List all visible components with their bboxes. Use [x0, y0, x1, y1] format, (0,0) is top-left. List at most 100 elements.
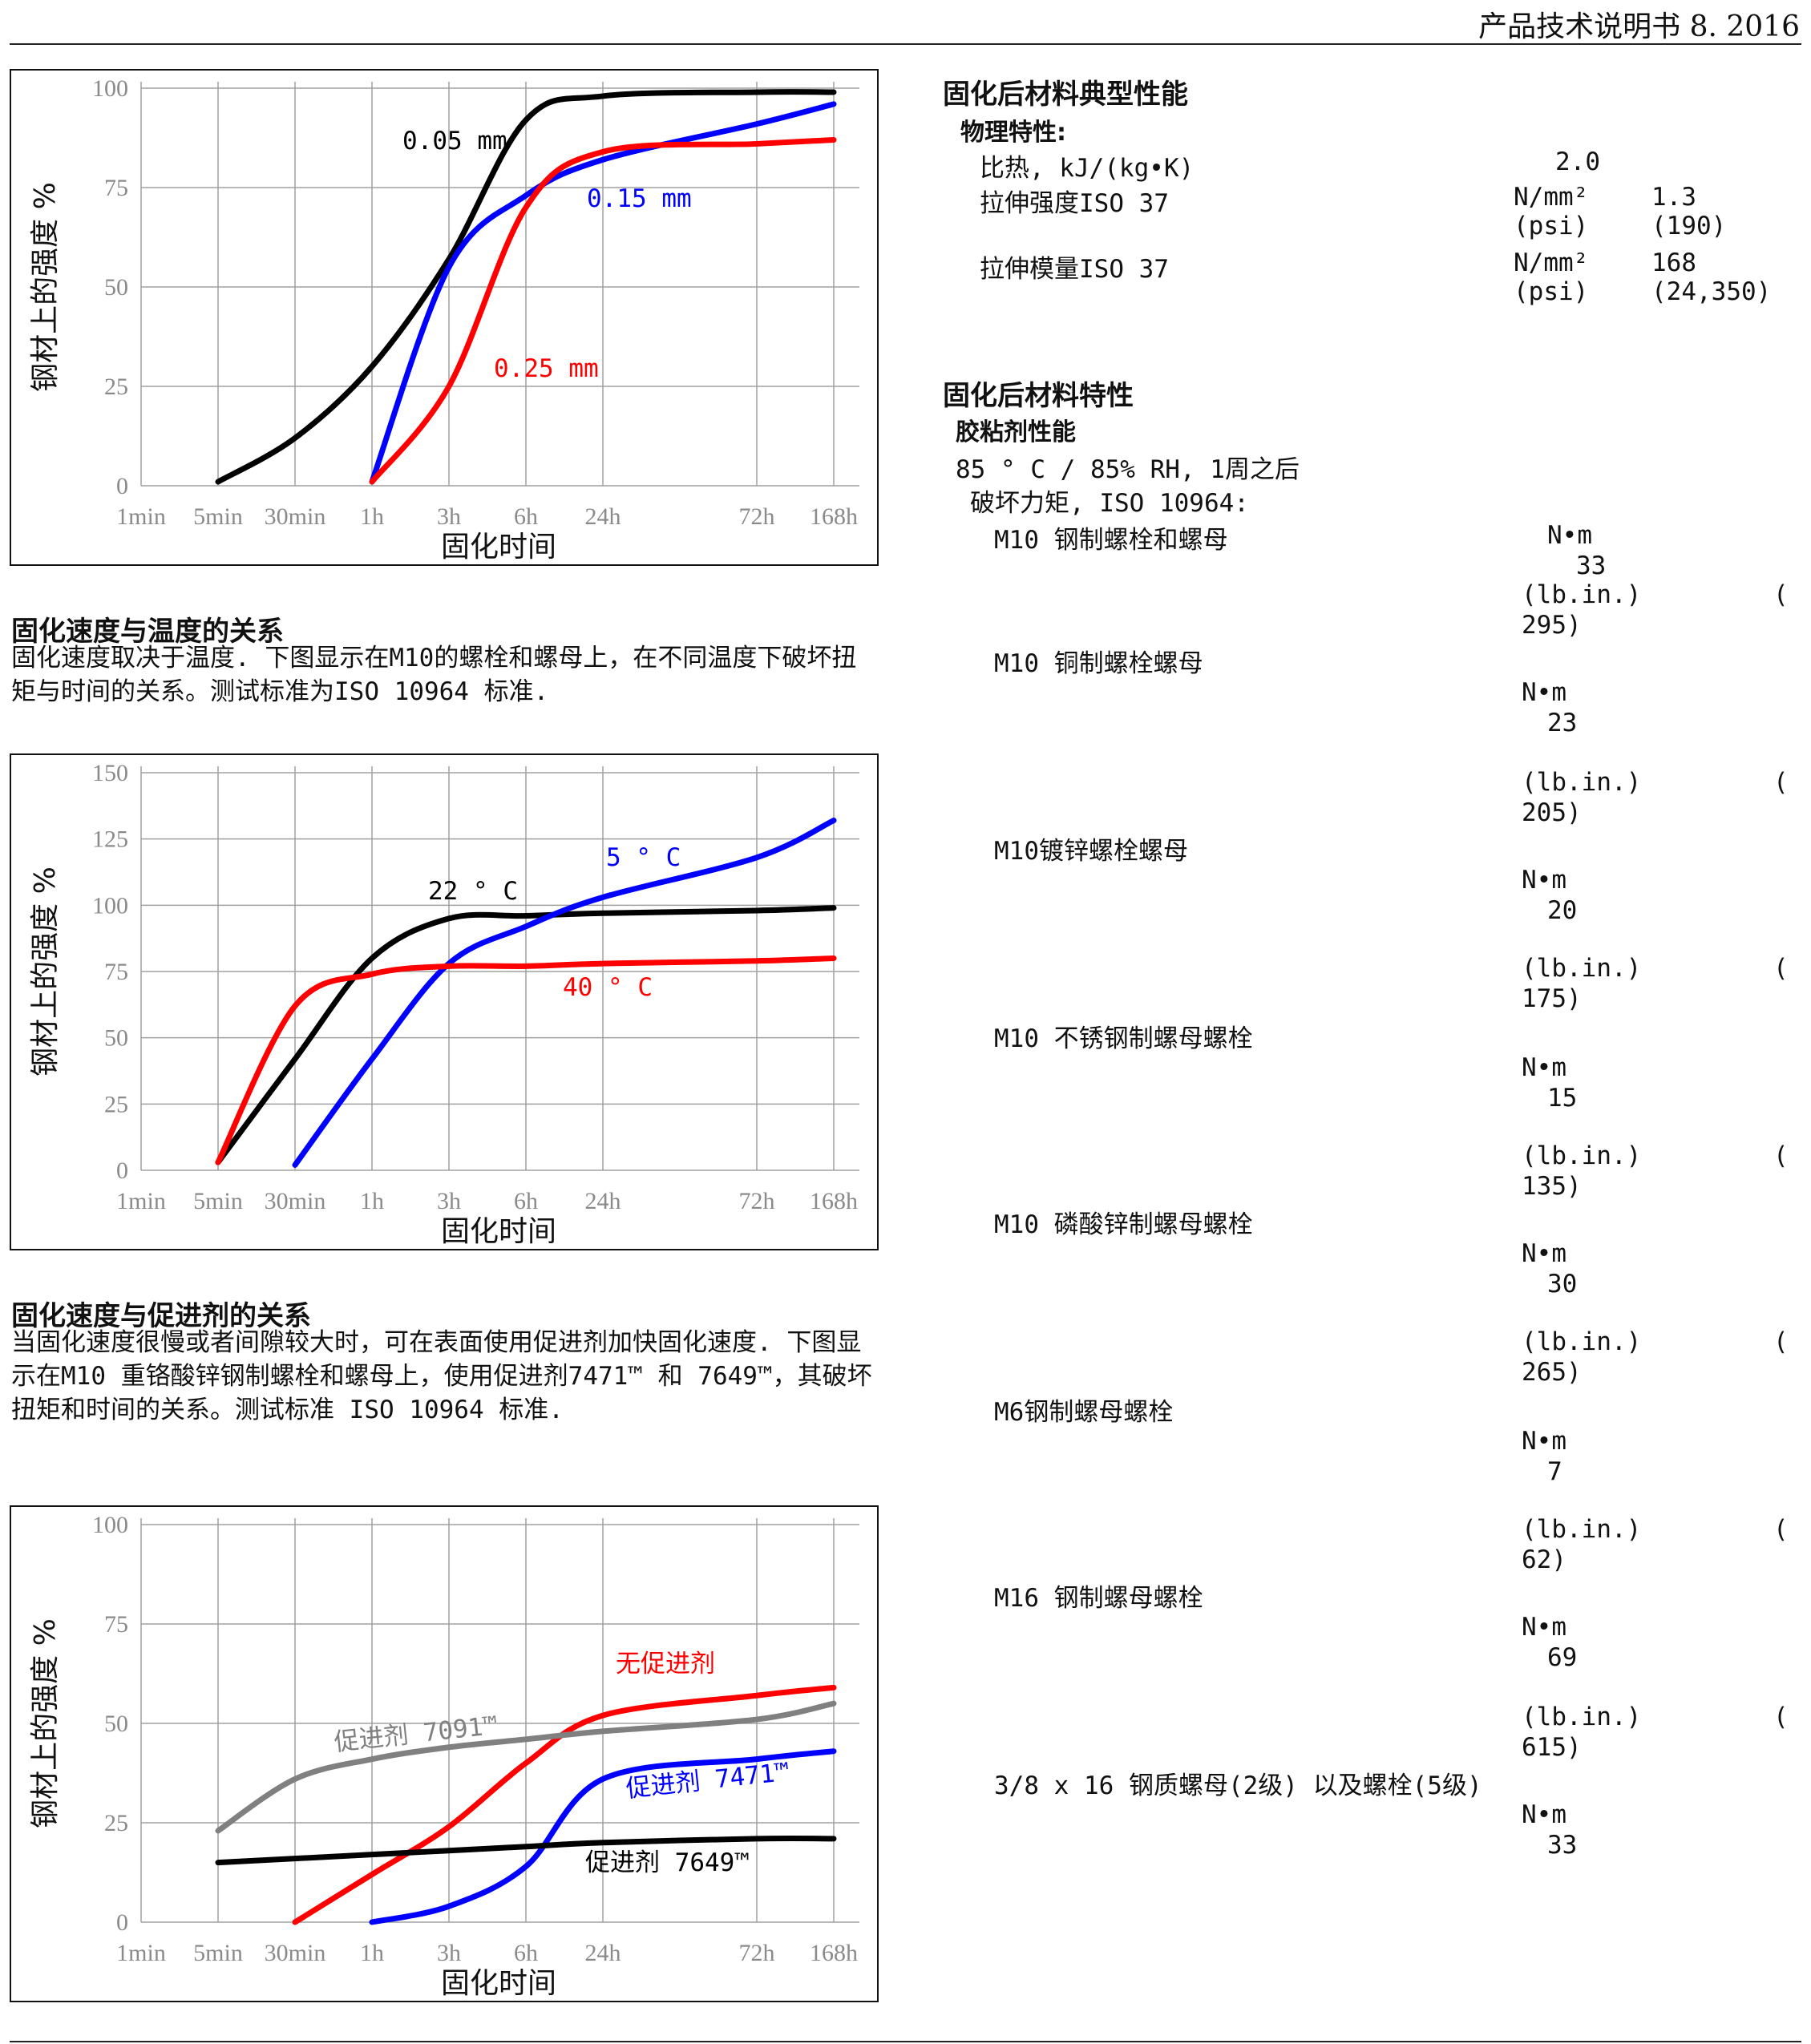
y-tick-label: 50 [104, 1711, 128, 1737]
x-tick-label: 3h [437, 1188, 461, 1214]
y-tick-label: 75 [104, 1611, 128, 1638]
series-line [292, 1684, 837, 1925]
temp-section-title: 固化速度与温度的关系 [11, 616, 284, 648]
torque-value-lbin: 135) [1522, 1172, 1582, 1201]
torque-value-lbin: 615) [1522, 1733, 1582, 1762]
y-tick-label: 25 [104, 374, 128, 400]
x-tick-label: 30min [265, 1188, 326, 1214]
y-tick-label: 75 [104, 959, 128, 985]
x-tick-label: 1h [360, 1188, 384, 1214]
torque-value-lbin: 295) [1522, 611, 1582, 640]
torque-item-label: M6钢制螺母螺栓 [994, 1398, 1174, 1427]
x-tick-label: 72h [739, 1188, 775, 1214]
series-line [369, 136, 837, 485]
torque-value-nm: 30 [1547, 1270, 1578, 1299]
torque-open-paren: ( [1773, 1141, 1789, 1170]
x-tick-label: 1h [360, 503, 384, 530]
tensile-modulus-value: 168 [1651, 248, 1696, 277]
chart-frame [10, 753, 879, 1250]
torque-item-label: 3/8 x 16 钢质螺母(2级) 以及螺栓(5级) [994, 1771, 1482, 1800]
x-tick-label: 24h [585, 503, 621, 530]
torque-item-label: M10镀锌螺栓螺母 [994, 837, 1188, 866]
chart-thickness-svg: 100 75 50 25 0 1min 5min 30min 1h 3h 6h 24h 72h 168h 固… [10, 69, 879, 566]
torque-unit-lbin: (lb.in.) [1522, 954, 1642, 983]
x-tick-label: 6h [514, 503, 538, 530]
series-line [215, 955, 837, 1165]
series-label: 0.15 mm [587, 184, 692, 213]
torque-open-paren: ( [1773, 580, 1789, 609]
x-tick-label: 3h [437, 1940, 461, 1966]
y-tick-label: 100 [92, 1512, 128, 1538]
torque-value-lbin: 265) [1522, 1358, 1582, 1387]
series-line [215, 905, 837, 1165]
chart-frame [10, 69, 879, 566]
series-label: 无促进剂 [616, 1650, 715, 1678]
torque-unit-lbin: (lb.in.) [1522, 580, 1642, 609]
torque-item-label: M10 不锈钢制螺母螺栓 [994, 1024, 1253, 1053]
torque-unit-nm: N•m [1547, 521, 1592, 550]
torque-value-nm: 69 [1547, 1643, 1578, 1672]
y-tick-label: 125 [92, 826, 128, 853]
torque-unit-nm: N•m [1522, 866, 1566, 895]
torque-open-paren: ( [1773, 954, 1789, 983]
physical-props-label: 物理特性: [960, 119, 1066, 147]
x-tick-label: 5min [193, 1188, 243, 1214]
x-tick-label: 1min [116, 1188, 166, 1214]
tensile-strength-label: 拉伸强度ISO 37 [980, 189, 1169, 218]
torque-unit-nm: N•m [1522, 1427, 1566, 1456]
torque-open-paren: ( [1773, 1703, 1789, 1731]
torque-value-nm: 33 [1547, 1831, 1578, 1860]
x-axis-label: 固化时间 [441, 1967, 556, 2000]
chart-temperature-svg: 150 125 100 75 50 25 0 1min 5min 30min 1h 3h 6h 24h 72… [10, 753, 879, 1250]
torque-value-nm: 7 [1547, 1457, 1562, 1486]
x-tick-label: 168h [810, 1940, 858, 1966]
torque-item-label: M10 磷酸锌制螺母螺栓 [994, 1210, 1253, 1239]
torque-open-paren: ( [1773, 768, 1789, 797]
torque-open-paren: ( [1773, 1515, 1789, 1544]
footer-rule [10, 2041, 1801, 2042]
torque-value-nm: 33 [1576, 551, 1607, 580]
specific-heat-label: 比热, kJ/(kg•K) [980, 154, 1195, 183]
series-label: 5 ° C [606, 843, 681, 872]
tensile-modulus-unit-psi: (psi) [1514, 277, 1589, 306]
x-tick-label: 72h [739, 1940, 775, 1966]
torque-unit-nm: N•m [1522, 1613, 1566, 1642]
adhesive-props-title: 胶粘剂性能 [956, 418, 1076, 446]
x-tick-label: 168h [810, 503, 858, 530]
x-tick-label: 30min [265, 503, 326, 530]
y-tick-label: 0 [116, 1157, 128, 1184]
torque-unit-lbin: (lb.in.) [1522, 1327, 1642, 1356]
x-tick-label: 1min [116, 503, 166, 530]
accel-section-title: 固化速度与促进剂的关系 [11, 1300, 311, 1332]
x-tick-label: 30min [265, 1940, 326, 1966]
y-tick-label: 0 [116, 473, 128, 499]
torque-unit-nm: N•m [1522, 1800, 1566, 1829]
y-tick-label: 100 [92, 75, 128, 102]
torque-unit-lbin: (lb.in.) [1522, 1703, 1642, 1731]
y-tick-label: 50 [104, 1025, 128, 1052]
torque-unit-nm: N•m [1522, 1239, 1566, 1268]
x-tick-label: 6h [514, 1188, 538, 1214]
chart-temperature: 150 125 100 75 50 25 0 1min 5min 30min 1h 3h 6h 24h 72… [10, 753, 879, 1250]
x-tick-label: 72h [739, 503, 775, 530]
x-tick-label: 6h [514, 1940, 538, 1966]
y-tick-label: 75 [104, 175, 128, 201]
tensile-strength-value: 1.3 [1651, 183, 1696, 212]
tensile-modulus-label: 拉伸模量ISO 37 [980, 255, 1169, 284]
y-axis-label: 钢材上的强度 % [29, 1618, 62, 1828]
tensile-modulus-value-psi: (24,350) [1651, 277, 1772, 306]
x-tick-label: 24h [585, 1940, 621, 1966]
torque-item-label: M10 铜制螺栓螺母 [994, 649, 1203, 678]
torque-unit-lbin: (lb.in.) [1522, 1141, 1642, 1170]
torque-value-nm: 20 [1547, 896, 1578, 925]
torque-unit-lbin: (lb.in.) [1522, 1515, 1642, 1544]
tensile-strength-unit-psi: (psi) [1514, 212, 1589, 240]
torque-unit-lbin: (lb.in.) [1522, 768, 1642, 797]
x-tick-label: 5min [193, 503, 243, 530]
series-label: 0.05 mm [402, 127, 507, 156]
torque-item-label: M16 钢制螺母螺栓 [994, 1584, 1203, 1613]
chart-thickness: 100 75 50 25 0 1min 5min 30min 1h 3h 6h 24h 72h 168h 固… [10, 69, 879, 566]
series-line [215, 89, 837, 485]
x-axis-label: 固化时间 [441, 531, 556, 564]
chart-frame [10, 1505, 879, 2002]
